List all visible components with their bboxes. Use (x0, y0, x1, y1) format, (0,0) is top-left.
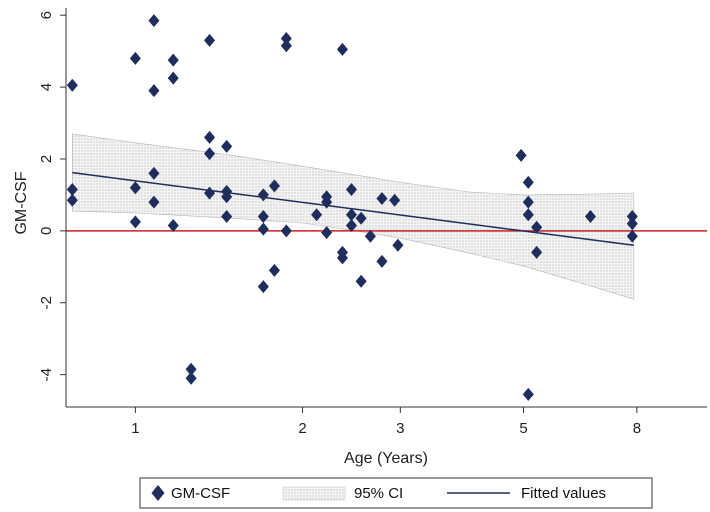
x-tick-label: 1 (131, 420, 139, 437)
legend-label-fitted: Fitted values (521, 485, 606, 502)
x-axis-title: Age (Years) (344, 450, 428, 467)
data-point (321, 226, 333, 240)
data-point (355, 211, 367, 225)
legend-label-ci: 95% CI (354, 485, 403, 502)
data-point (257, 188, 269, 202)
fitted-line (72, 171, 634, 246)
data-point (204, 147, 216, 161)
data-point (268, 263, 280, 277)
data-point (129, 215, 141, 229)
data-point (345, 208, 358, 222)
axes-layer: -4 -2 0 2 4 6 1 2 3 5 8 (38, 8, 707, 437)
data-point (257, 222, 269, 236)
data-point (148, 84, 160, 98)
data-point (515, 148, 527, 162)
data-point (626, 209, 638, 223)
scatter-points-layer (66, 14, 638, 401)
data-point (321, 195, 333, 209)
data-point (221, 139, 233, 153)
data-point (221, 190, 233, 204)
legend-band-icon (282, 486, 346, 501)
data-point (280, 224, 292, 238)
data-point (167, 218, 179, 232)
data-point (66, 78, 78, 92)
y-tick-label: 6 (38, 11, 55, 19)
data-point (185, 362, 197, 376)
y-tick-label: 2 (38, 155, 55, 163)
data-point (336, 42, 348, 56)
data-point (311, 208, 323, 222)
y-tick-label: 4 (38, 83, 55, 91)
data-point (129, 51, 141, 65)
x-tick-label: 2 (298, 420, 306, 437)
data-point (204, 130, 216, 144)
data-point (364, 229, 376, 243)
data-point (185, 371, 197, 385)
x-tick-label: 3 (396, 420, 404, 437)
data-point (167, 71, 179, 85)
data-point (522, 387, 534, 401)
fitted-line-layer (72, 171, 634, 246)
data-point (268, 179, 280, 193)
legend: GM-CSF 95% CI Fitted values (139, 477, 653, 509)
data-point (257, 280, 269, 294)
data-point (148, 195, 160, 209)
data-point (66, 183, 78, 197)
data-point (522, 208, 534, 222)
x-tick-label: 5 (519, 420, 527, 437)
data-point (355, 274, 367, 288)
data-point (204, 33, 216, 47)
data-point (531, 245, 543, 259)
data-point (626, 217, 638, 231)
data-point (626, 229, 638, 243)
data-point (257, 209, 269, 223)
data-point (336, 251, 348, 265)
data-point (584, 209, 597, 223)
data-point (66, 193, 78, 207)
legend-label-gmcsf: GM-CSF (171, 485, 230, 502)
y-tick-label: -4 (38, 368, 55, 381)
data-point (392, 238, 404, 252)
data-point (129, 181, 141, 195)
data-point (376, 192, 388, 206)
y-axis-title: GM-CSF (13, 171, 30, 234)
data-point (280, 39, 292, 53)
legend-diamond-icon (151, 485, 165, 501)
data-point (167, 53, 179, 67)
data-point (148, 166, 160, 180)
data-point (389, 193, 401, 207)
y-tick-label: -2 (38, 296, 55, 309)
data-point (376, 254, 388, 268)
x-tick-label: 8 (633, 420, 641, 437)
data-point (204, 186, 216, 200)
data-point (148, 14, 160, 28)
data-point (522, 175, 534, 189)
data-point (522, 195, 534, 209)
data-point (531, 220, 543, 234)
data-point (345, 218, 358, 232)
data-point (221, 209, 233, 223)
data-point (280, 32, 292, 46)
data-point (345, 183, 358, 197)
y-tick-label: 0 (38, 227, 55, 235)
legend-box (139, 477, 653, 509)
